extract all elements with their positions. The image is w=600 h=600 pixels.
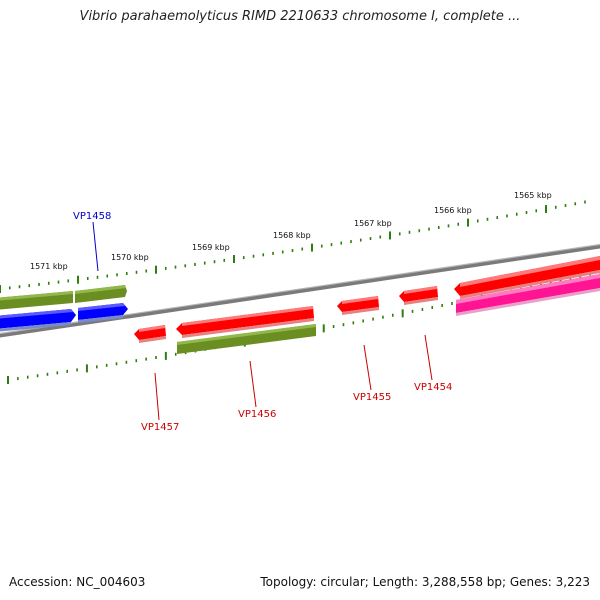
tick-label-1565: 1565 kbp (514, 191, 552, 200)
gene-feature-vp1454b-red[interactable] (399, 286, 438, 305)
leader-vp1456 (249, 360, 257, 408)
gene-feature-vp1456-green[interactable] (177, 324, 316, 354)
gene-feature-magenta[interactable] (456, 274, 600, 316)
gene-label-vp1455: VP1455 (353, 392, 391, 403)
gene-label-vp1457: VP1457 (141, 422, 179, 433)
tick-label-1567: 1567 kbp (354, 219, 392, 228)
gene-feature-vp1455-red[interactable] (337, 296, 379, 315)
gene-label-vp1454: VP1454 (414, 382, 452, 393)
gene-feature-green-upper-1[interactable] (0, 291, 73, 310)
gene-feature-vp1457-red[interactable] (134, 325, 166, 343)
tick-label-1570: 1570 kbp (111, 253, 149, 262)
accession-label: Accession: NC_004603 (9, 575, 146, 589)
map-title: Vibrio parahaemolyticus RIMD 2210633 chr… (79, 9, 521, 24)
gene-label-vp1458: VP1458 (73, 211, 111, 222)
tick-label-1571: 1571 kbp (30, 262, 68, 271)
leader-vp1455 (363, 344, 372, 391)
gene-feature-blue-1[interactable] (0, 309, 76, 332)
gene-feature-vp1456-red[interactable] (176, 306, 314, 338)
gene-label-vp1456: VP1456 (238, 409, 276, 420)
tick-label-1568: 1568 kbp (273, 231, 311, 240)
tick-label-1569: 1569 kbp (192, 243, 230, 252)
leader-vp1457 (154, 372, 160, 421)
gene-feature-vp1458-green[interactable] (75, 285, 127, 303)
gene-feature-vp1454-red[interactable] (454, 256, 600, 299)
leader-vp1458 (92, 221, 99, 272)
chromosome-backbone (0, 244, 600, 338)
leader-vp1454 (424, 334, 433, 381)
tick-label-1566: 1566 kbp (434, 206, 472, 215)
gene-feature-vp1458-blue[interactable] (78, 303, 128, 323)
outer-scale-ticks (0, 200, 586, 293)
genome-stats-label: Topology: circular; Length: 3,288,558 bp… (260, 575, 590, 589)
